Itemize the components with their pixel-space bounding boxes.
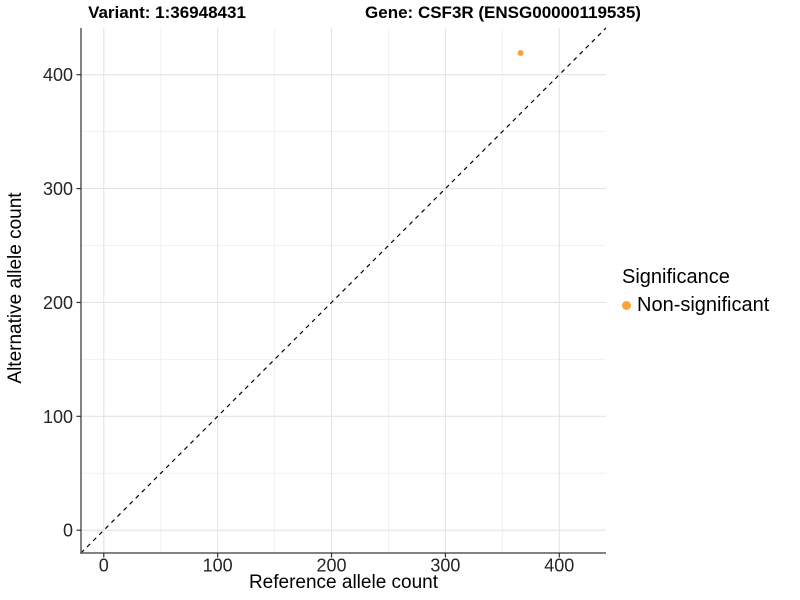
- y-tick-label: 0: [63, 521, 73, 541]
- legend-point-icon: [622, 301, 631, 310]
- x-axis-title: Reference allele count: [248, 572, 439, 593]
- plot-title-variant: Variant: 1:36948431: [88, 3, 246, 22]
- y-tick-label: 200: [43, 293, 73, 313]
- identity-line: [80, 27, 607, 554]
- y-tick-label: 300: [43, 179, 73, 199]
- legend: Significance Non-significant: [622, 266, 769, 317]
- legend-title: Significance: [622, 266, 730, 288]
- legend-item-non-significant: Non-significant: [622, 294, 769, 317]
- x-tick-label: 300: [430, 556, 460, 576]
- data-point: [517, 50, 524, 57]
- y-tick-label: 100: [43, 407, 73, 427]
- x-tick-label: 100: [203, 556, 233, 576]
- legend-item-label: Non-significant: [637, 294, 770, 316]
- x-tick-label: 400: [544, 556, 574, 576]
- x-tick-label: 0: [99, 556, 109, 576]
- plot-title-gene: Gene: CSF3R (ENSG00000119535): [365, 3, 641, 22]
- y-axis-title: Alternative allele count: [5, 192, 26, 384]
- x-tick-label: 200: [317, 556, 347, 576]
- y-tick-label: 400: [43, 65, 73, 85]
